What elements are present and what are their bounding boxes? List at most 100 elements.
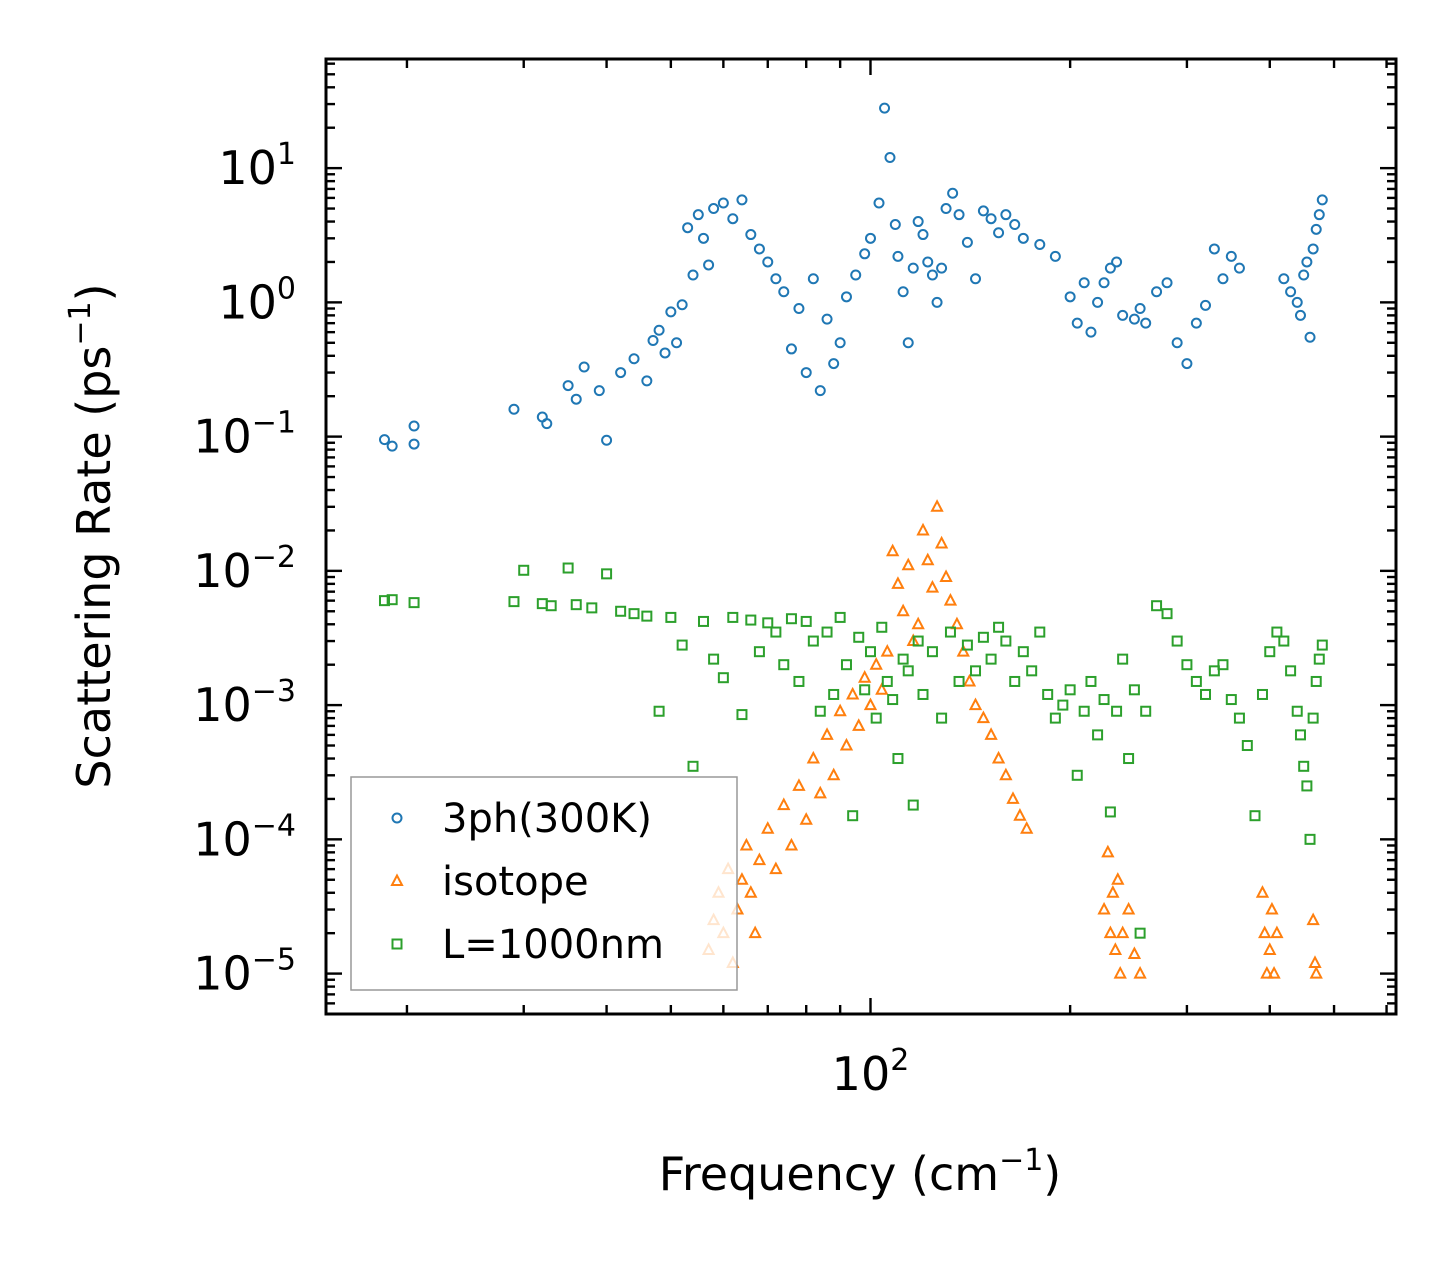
- data-point: [739, 837, 754, 851]
- data-point: [1265, 901, 1279, 915]
- data-point: [961, 236, 973, 248]
- data-point: [1064, 291, 1076, 303]
- data-point: [697, 615, 709, 627]
- data-point: [1078, 277, 1090, 289]
- legend: 3ph(300K) isotope L=1000nm: [350, 776, 738, 991]
- data-point: [800, 367, 812, 379]
- data-point: [1013, 808, 1027, 821]
- data-point: [601, 568, 613, 580]
- x-axis-label: Frequency (cm−1): [659, 1143, 1062, 1201]
- data-point: [881, 675, 893, 687]
- data-point: [953, 675, 965, 687]
- data-point: [907, 262, 919, 274]
- data-point: [926, 646, 938, 658]
- data-point: [1278, 273, 1290, 285]
- data-point: [1017, 646, 1029, 658]
- data-point: [864, 232, 876, 244]
- data-point: [736, 194, 748, 206]
- data-point: [1134, 303, 1146, 315]
- data-point: [839, 737, 854, 751]
- data-point: [778, 286, 790, 298]
- data-point: [1291, 296, 1303, 308]
- data-point: [879, 102, 891, 114]
- data-point: [1316, 194, 1328, 206]
- data-point: [889, 219, 901, 231]
- data-point: [1304, 331, 1316, 343]
- data-point: [1310, 675, 1322, 687]
- data-point: [799, 812, 813, 825]
- data-point: [1134, 927, 1146, 939]
- data-point: [886, 543, 900, 557]
- data-point: [777, 797, 791, 811]
- y-tick-label: 10−2: [193, 540, 296, 598]
- data-point: [1000, 209, 1012, 221]
- data-point: [671, 337, 683, 349]
- data-point: [977, 205, 989, 217]
- data-point: [936, 712, 948, 724]
- data-point: [984, 727, 998, 740]
- data-point: [828, 358, 840, 370]
- data-point: [1127, 946, 1142, 959]
- data-point: [1133, 965, 1147, 979]
- data-point: [792, 778, 806, 791]
- data-point: [1294, 309, 1306, 321]
- data-point: [1115, 925, 1130, 939]
- data-point: [647, 334, 659, 346]
- data-point: [1298, 269, 1310, 281]
- data-point: [814, 385, 826, 397]
- data-point: [762, 256, 774, 268]
- data-point: [1123, 753, 1135, 765]
- data-point: [518, 564, 530, 576]
- data-point: [378, 434, 390, 446]
- data-point: [641, 610, 653, 622]
- data-point: [545, 600, 557, 612]
- data-point: [1307, 712, 1319, 724]
- data-point: [653, 705, 665, 717]
- data-point: [508, 403, 520, 415]
- data-point: [1006, 791, 1020, 804]
- data-point: [1270, 925, 1284, 939]
- data-point: [834, 337, 846, 349]
- data-point: [586, 602, 598, 614]
- data-point: [1181, 358, 1193, 370]
- series-triangle: [701, 499, 1323, 979]
- data-point: [911, 616, 925, 630]
- data-point: [1121, 901, 1136, 915]
- data-point: [1217, 273, 1229, 285]
- data-point: [682, 222, 694, 234]
- data-point: [570, 599, 582, 611]
- data-point: [692, 209, 704, 221]
- data-point: [1000, 635, 1012, 647]
- data-point: [785, 343, 797, 355]
- data-point: [1140, 317, 1152, 329]
- data-point: [1034, 238, 1046, 250]
- data-point: [1117, 309, 1129, 321]
- data-point: [727, 213, 739, 225]
- data-point: [828, 688, 840, 700]
- data-point: [993, 227, 1005, 239]
- data-point: [778, 659, 790, 671]
- data-point: [897, 653, 909, 665]
- data-point: [1233, 712, 1245, 724]
- data-point: [593, 385, 605, 397]
- data-point: [970, 273, 982, 285]
- data-point: [717, 672, 729, 684]
- data-point: [912, 216, 924, 228]
- legend-label: L=1000nm: [442, 922, 664, 968]
- data-point: [1200, 688, 1212, 700]
- data-point: [1009, 675, 1021, 687]
- data-point: [876, 621, 888, 633]
- data-point: [562, 380, 574, 392]
- data-point: [953, 209, 965, 221]
- series-layer: [378, 102, 1328, 979]
- data-point: [807, 273, 819, 285]
- series-circle: [378, 102, 1328, 452]
- data-point: [1309, 965, 1323, 979]
- data-point: [800, 615, 812, 627]
- data-point: [1190, 675, 1202, 687]
- data-point: [1049, 712, 1061, 724]
- data-point: [869, 657, 883, 670]
- data-point: [985, 653, 997, 665]
- data-point: [962, 673, 977, 687]
